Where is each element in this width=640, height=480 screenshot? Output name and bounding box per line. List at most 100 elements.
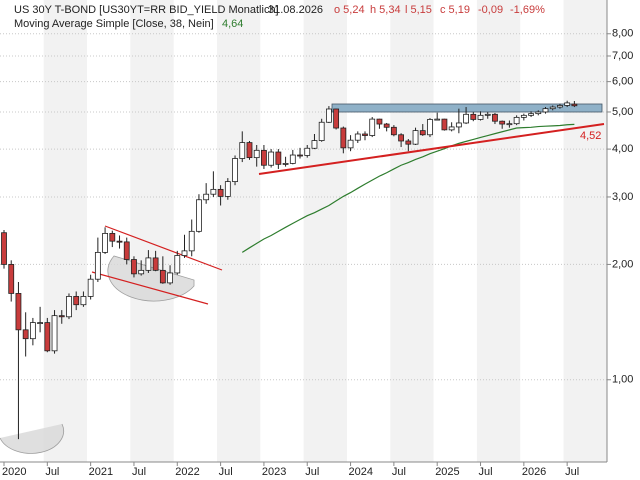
- candle-body: [131, 259, 137, 275]
- candle-body: [484, 113, 491, 116]
- y-tick-label: 2,00: [612, 258, 633, 270]
- candle-body: [224, 181, 231, 197]
- grid: [0, 33, 611, 466]
- candle-body: [455, 122, 462, 128]
- x-tick-label: Jul: [45, 466, 59, 478]
- candle-body: [29, 322, 36, 340]
- candle-body: [145, 257, 152, 271]
- candle-body: [492, 113, 498, 122]
- candle-body: [427, 119, 433, 136]
- candle-body: [123, 241, 130, 260]
- y-tick-label: 1,00: [612, 374, 633, 386]
- candle-body: [362, 133, 368, 136]
- ma-line: [241, 123, 575, 253]
- candle-body: [217, 188, 224, 197]
- x-tick-label: 2020: [2, 466, 26, 478]
- x-tick-label: Jul: [479, 466, 493, 478]
- band: [476, 0, 521, 462]
- candle-body: [289, 154, 296, 164]
- candle-body: [405, 140, 412, 145]
- candle-body: [181, 250, 188, 256]
- candle-body: [73, 296, 80, 306]
- ellipse-drawing: [107, 255, 195, 302]
- y-tick-label: 6,00: [612, 76, 633, 88]
- x-tick-label: 2026: [522, 466, 546, 478]
- candle-body: [116, 240, 123, 243]
- candle-body: [109, 232, 116, 242]
- candle-body: [318, 121, 325, 141]
- x-tick-label: Jul: [392, 466, 406, 478]
- candle-body: [80, 296, 87, 306]
- band: [390, 0, 434, 462]
- candle-body: [239, 142, 246, 159]
- candle-body: [159, 269, 166, 284]
- candle-body: [8, 264, 15, 294]
- channel-line: [91, 271, 209, 305]
- candle-body: [499, 120, 506, 125]
- candle-body: [333, 108, 340, 129]
- candle-body: [304, 147, 311, 156]
- candle-body: [261, 149, 267, 166]
- candle-body: [94, 251, 101, 280]
- candle-body: [282, 163, 289, 165]
- candle-body: [513, 116, 520, 125]
- candle-body: [311, 140, 318, 149]
- band: [563, 0, 607, 462]
- legend-value: 4,64: [222, 18, 243, 30]
- x-tick-label: 2025: [435, 466, 459, 478]
- y-tick-label: 3,00: [612, 191, 633, 203]
- candle-body: [434, 118, 441, 121]
- candle-body: [210, 188, 217, 195]
- band: [216, 0, 261, 462]
- candle-body: [275, 151, 282, 165]
- candle-body: [22, 329, 29, 340]
- candle-body: [196, 199, 202, 232]
- candle-body: [174, 255, 181, 274]
- candle-body: [448, 126, 455, 131]
- candle-body: [37, 322, 43, 324]
- y-tick-label: 8,00: [612, 28, 633, 40]
- candle-body: [470, 113, 477, 120]
- x-tick-label: Jul: [565, 466, 579, 478]
- candle-body: [1, 232, 7, 265]
- date: 31.08.2026: [268, 4, 323, 16]
- candle-body: [297, 154, 303, 157]
- candle-body: [369, 118, 376, 136]
- candle-body: [44, 322, 51, 352]
- candle-body: [383, 123, 390, 128]
- candle-body: [15, 293, 22, 331]
- candle-body: [520, 114, 527, 118]
- ellipse-drawing: [0, 423, 65, 454]
- y-tick-label: 5,00: [612, 106, 633, 118]
- bands: [43, 0, 607, 462]
- band: [130, 0, 174, 462]
- quote: c 5,19: [440, 4, 470, 16]
- candle-body: [203, 193, 210, 201]
- marks: [1, 100, 578, 440]
- x-tick-label: 2022: [175, 466, 199, 478]
- candle-body: [412, 130, 419, 145]
- candle-body: [390, 126, 397, 136]
- candle-body: [549, 106, 556, 110]
- candle-body: [564, 102, 571, 106]
- candle-body: [102, 232, 108, 253]
- quote: l 5,15: [405, 4, 432, 16]
- x-tick-label: 2023: [262, 466, 286, 478]
- quote: -0,09: [478, 4, 503, 16]
- legend-label: Moving Average Simple [Close, 38, Nein]: [14, 18, 214, 30]
- candle-body: [253, 149, 260, 159]
- x-tick-label: Jul: [305, 466, 319, 478]
- trend-line: [258, 123, 605, 175]
- candle-body: [58, 315, 65, 318]
- candle-body: [347, 139, 354, 149]
- candle-body: [325, 108, 332, 123]
- band: [43, 0, 88, 462]
- y-tick-label: 7,00: [612, 50, 633, 62]
- channel-line: [104, 225, 223, 271]
- candle-body: [398, 134, 405, 142]
- candle-body: [87, 278, 94, 297]
- candle-body: [354, 133, 361, 141]
- candle-body: [477, 114, 484, 120]
- candle-body: [188, 230, 195, 252]
